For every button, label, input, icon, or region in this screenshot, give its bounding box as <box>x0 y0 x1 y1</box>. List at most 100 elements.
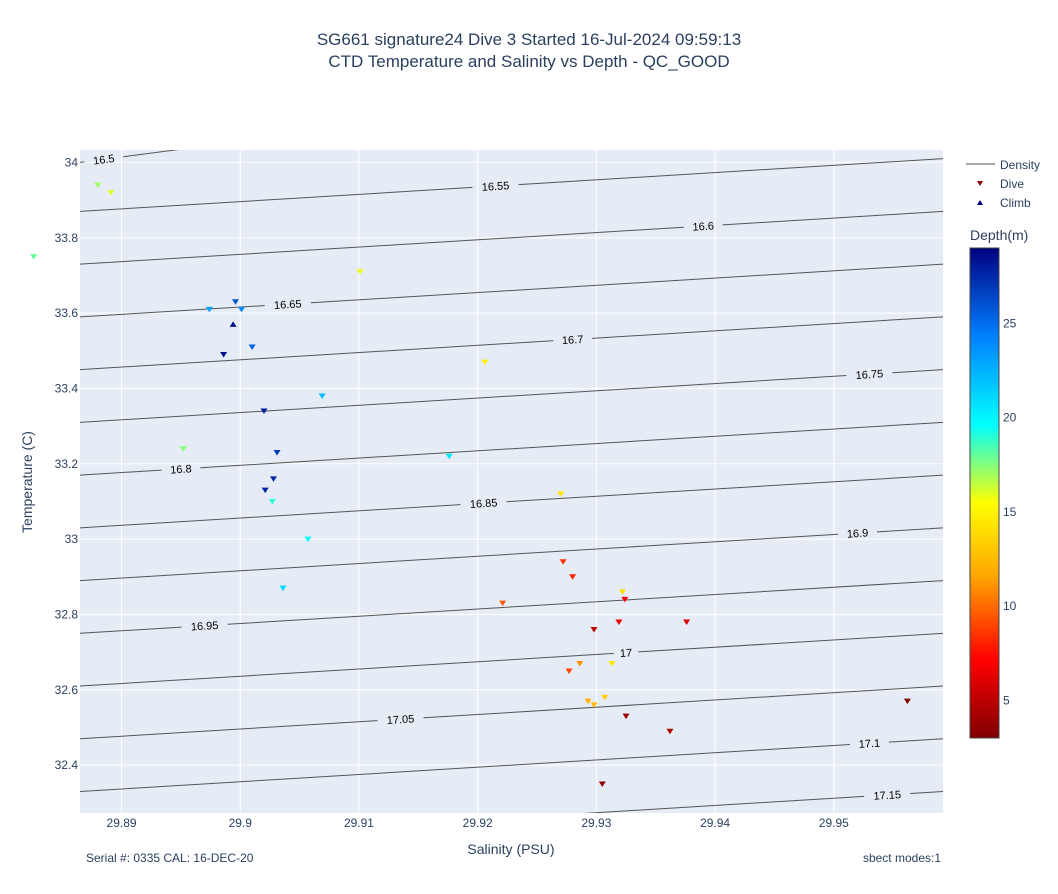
y-axis-label: Temperature (C) <box>19 431 35 533</box>
y-tick-label: 33.4 <box>55 381 79 395</box>
dive-point <box>205 306 213 313</box>
density-contour-label: 17.15 <box>873 789 901 803</box>
dive-point <box>565 668 573 674</box>
dive-point <box>621 596 629 603</box>
density-contour-line <box>80 226 684 265</box>
density-contour-line <box>80 161 85 163</box>
dive-point <box>622 713 630 720</box>
density-contour-line <box>583 795 865 813</box>
density-contour-line <box>892 369 943 374</box>
dive-point <box>248 344 256 351</box>
dive-point <box>559 559 567 565</box>
density-contour-line <box>80 375 847 423</box>
grid <box>80 150 943 813</box>
density-contour-line <box>80 469 162 476</box>
dive-point <box>279 585 287 592</box>
density-contour-label: 16.5 <box>92 153 115 168</box>
x-tick-label: 29.91 <box>344 816 374 830</box>
x-tick-label: 29.92 <box>463 816 493 830</box>
dive-point <box>557 491 565 497</box>
climb-point <box>229 321 237 327</box>
dive-point <box>569 574 577 580</box>
x-tick-label: 29.94 <box>700 816 730 830</box>
y-tick-label: 32.6 <box>55 683 79 697</box>
x-tick-label: 29.9 <box>229 816 253 830</box>
chart-title-line2: CTD Temperature and Salinity vs Depth - … <box>328 52 730 71</box>
colorbar-tick-label: 10 <box>1003 599 1017 613</box>
legend-climb-label: Climb <box>1000 196 1031 210</box>
dive-point <box>499 600 507 607</box>
dive-point <box>356 269 364 275</box>
density-contour-label: 17.05 <box>386 713 414 727</box>
colorbar: Depth(m) 5 10 15 20 25 <box>969 227 1028 739</box>
legend-density-label: Density <box>1000 158 1040 172</box>
density-contour-label: 16.75 <box>855 368 883 382</box>
dive-point <box>260 408 268 415</box>
density-contour-line <box>80 340 554 371</box>
dive-point <box>261 487 269 494</box>
density-contour-line <box>423 685 943 719</box>
density-contour-line <box>310 263 943 304</box>
dive-point <box>590 702 598 708</box>
density-contour-line <box>876 527 943 533</box>
dive-point <box>318 393 326 399</box>
legend-dive-marker <box>977 181 983 186</box>
legend-dive-label: Dive <box>1000 177 1024 191</box>
density-contour-label: 16.8 <box>170 463 192 476</box>
dive-point <box>304 536 312 543</box>
density-contour-label: 16.7 <box>562 334 584 347</box>
dive-point <box>481 359 489 366</box>
colorbar-tick-label: 5 <box>1003 693 1010 707</box>
density-contour-line <box>80 626 182 634</box>
y-tick-label: 33 <box>65 532 79 546</box>
density-contour-label: 17.1 <box>858 738 880 751</box>
dive-point <box>683 619 691 626</box>
x-tick-label: 29.89 <box>107 816 137 830</box>
legend-climb-marker <box>977 200 983 205</box>
y-tick-label: 32.8 <box>55 607 79 621</box>
colorbar-tick-label: 15 <box>1003 505 1017 519</box>
density-contour-label: 16.55 <box>481 180 509 194</box>
density-contour-line <box>888 738 943 743</box>
density-contour-label: 16.85 <box>470 497 498 511</box>
dive-point <box>273 449 281 456</box>
colorbar-tick-label: 20 <box>1003 411 1017 425</box>
dive-point <box>237 306 245 313</box>
density-contour-line <box>518 158 943 186</box>
density-contour-line <box>123 150 179 158</box>
x-axis-ticks: 29.89 29.9 29.91 29.92 29.93 29.94 29.95 <box>107 816 850 830</box>
density-contour-line <box>80 305 265 318</box>
dive-point <box>666 728 674 735</box>
density-contour-label: 17 <box>620 647 633 660</box>
density-contours: 16.5 16.55 16.6 16.65 16.7 16.75 16.8 16.85 16.9… <box>80 150 943 813</box>
dive-point <box>601 694 609 701</box>
x-axis-label: Salinity (PSU) <box>467 841 554 857</box>
density-contour-line <box>80 652 614 687</box>
density-contour-line <box>200 421 943 469</box>
dive-point <box>615 619 623 626</box>
density-contour-line <box>638 632 943 653</box>
y-tick-label: 33.8 <box>55 231 79 245</box>
dive-point <box>903 698 911 705</box>
x-tick-label: 29.95 <box>819 816 849 830</box>
dive-point <box>445 453 453 460</box>
chart-title-line1: SG661 signature24 Dive 3 Started 16-Jul-… <box>316 30 742 49</box>
dive-point <box>94 182 102 189</box>
dive-point <box>598 781 606 787</box>
density-contour-line <box>910 791 943 795</box>
y-tick-label: 33.2 <box>55 457 79 471</box>
density-contour-line <box>80 720 378 740</box>
density-contour-line <box>80 743 851 793</box>
colorbar-ticks: 5 10 15 20 25 <box>1003 316 1017 707</box>
density-contour-line <box>80 504 461 529</box>
dive-point <box>220 352 228 358</box>
density-contour-line <box>80 533 839 582</box>
serial-info: Serial #: 0335 CAL: 16-DEC-20 <box>86 851 254 865</box>
sbect-modes: sbect modes:1 <box>862 851 941 865</box>
density-contour-label: 16.65 <box>274 298 302 312</box>
density-contour-label: 16.9 <box>847 527 869 540</box>
data-points <box>30 182 911 787</box>
colorbar-tick-label: 25 <box>1003 316 1017 330</box>
density-contour-line <box>506 474 943 503</box>
